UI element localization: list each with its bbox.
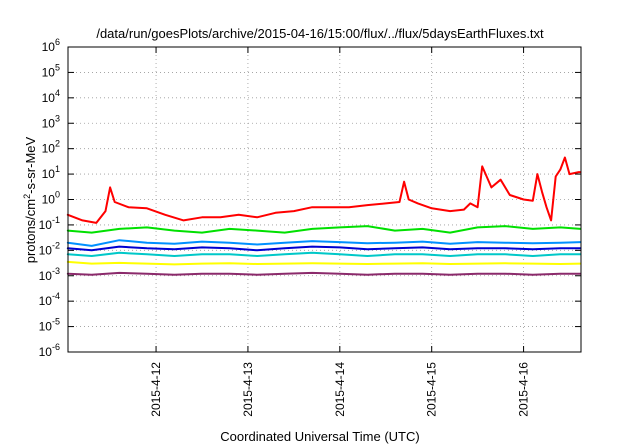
y-tick-label: 10-5 <box>39 317 60 334</box>
series-line-3 <box>66 239 582 247</box>
y-tick-label: 10-3 <box>39 266 60 283</box>
y-tick-label: 102 <box>42 139 60 156</box>
x-tick-label: 2015-4-14 <box>333 362 347 417</box>
y-tick-label: 10-2 <box>39 240 60 257</box>
series-layer <box>66 156 582 276</box>
y-tick-label: 100 <box>42 190 60 207</box>
series-line-2 <box>66 225 582 234</box>
y-tick-label: 10-4 <box>39 291 60 308</box>
y-tick-label: 104 <box>42 88 60 105</box>
x-tick-labels: 2015-4-12 2015-4-13 2015-4-14 2015-4-15 2015… <box>149 362 531 417</box>
y-tick-label: 101 <box>42 164 60 181</box>
series-line-4 <box>66 245 582 252</box>
y-tick-label: 103 <box>42 113 60 130</box>
y-axis-label-post: -s-sr-MeV <box>23 136 38 193</box>
x-tick-label: 2015-4-15 <box>425 362 439 417</box>
grid <box>68 47 581 352</box>
y-tick-label: 106 <box>42 37 60 54</box>
y-axis-label: protons/cm2-s-sr-MeV <box>22 136 38 263</box>
y-tick-label: 105 <box>42 62 60 79</box>
chart-title: /data/run/goesPlots/archive/2015-04-16/1… <box>96 26 544 41</box>
series-line-1 <box>66 156 582 224</box>
x-tick-label: 2015-4-13 <box>241 362 255 417</box>
ticks <box>68 46 581 353</box>
y-tick-labels: 10-6 10-5 10-4 10-3 10-2 10-1 100 101 102 103 104 1… <box>39 37 60 359</box>
x-tick-label: 2015-4-16 <box>517 362 531 417</box>
y-tick-label: 10-6 <box>39 342 60 359</box>
y-axis-label-sup: 2 <box>22 194 32 199</box>
series-line-7 <box>66 271 582 276</box>
x-tick-label: 2015-4-12 <box>149 362 163 417</box>
y-axis-label-pre: protons/cm <box>23 199 38 263</box>
series-line-6 <box>66 260 582 266</box>
series-line-5 <box>66 251 582 257</box>
x-axis-label: Coordinated Universal Time (UTC) <box>220 429 419 444</box>
y-tick-label: 10-1 <box>39 215 60 232</box>
